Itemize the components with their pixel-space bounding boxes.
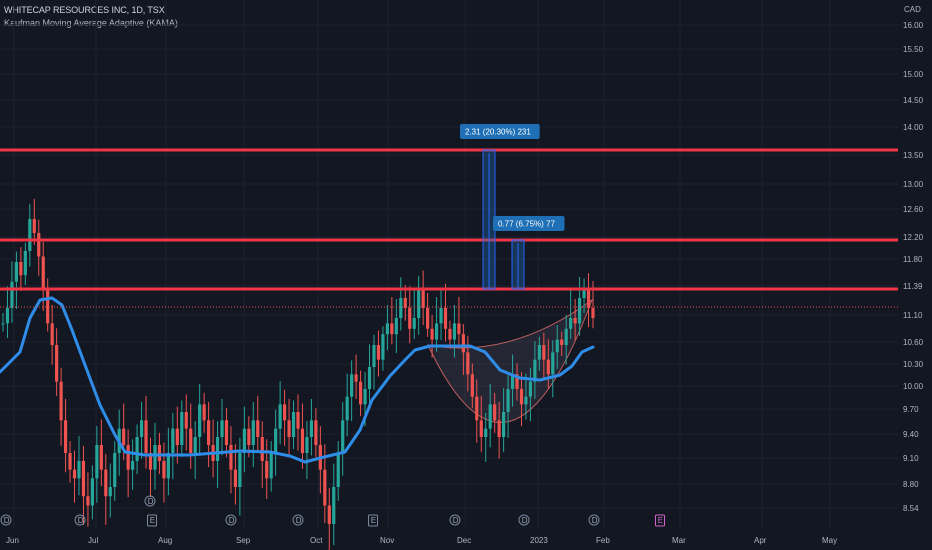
time-tick: Feb [596, 536, 610, 545]
price-tick: 9.70 [903, 405, 919, 414]
dividend-marker [449, 514, 461, 526]
time-tick: Jun [6, 536, 19, 545]
dividend-marker [0, 514, 12, 526]
price-tick: 11.39 [903, 282, 923, 291]
price-tick: 11.80 [903, 255, 923, 264]
event-letter: D [592, 516, 598, 525]
price-tick: 15.50 [903, 45, 924, 54]
measure-tools[interactable]: 2.31 (20.30%) 231 0.77 (6.75%) 77 [460, 124, 565, 290]
event-letter: D [522, 516, 528, 525]
kama-line [0, 296, 595, 464]
time-tick: May [822, 536, 837, 545]
event-letter: D [229, 516, 235, 525]
indicator-label: Kaufman Moving Average Adaptive (KAMA) [4, 18, 178, 28]
measure-label-box [493, 216, 565, 231]
chart-title: WHITECAP RESOURCES INC, 1D, TSX [4, 5, 165, 15]
price-tick: 8.54 [903, 504, 919, 513]
time-tick: Sep [236, 536, 251, 545]
event-letter: E [658, 516, 663, 525]
currency-label: CAD [904, 5, 921, 14]
price-tick: 12.60 [903, 205, 924, 214]
time-tick: Mar [672, 536, 686, 545]
measure-label-box [460, 124, 540, 139]
event-letter: D [78, 516, 84, 525]
earnings-marker [655, 514, 665, 527]
time-tick: Apr [754, 536, 767, 545]
event-letter: D [148, 497, 154, 506]
price-axis[interactable]: CAD 16.00 15.50 15.00 14.50 14.00 13.50 13.00 12… [898, 0, 932, 530]
grid [0, 0, 898, 530]
time-tick: Aug [158, 536, 172, 545]
price-tick: 13.50 [903, 151, 924, 160]
price-tick: 11.10 [903, 311, 923, 320]
dividend-marker [292, 514, 304, 526]
time-axis[interactable]: Jun Jul Aug Sep Oct Nov Dec 2023 Feb Mar Apr May [6, 536, 837, 545]
price-tick: 13.00 [903, 180, 924, 189]
price-tick: 10.30 [903, 360, 924, 369]
time-tick: Nov [380, 536, 394, 545]
price-tick: 9.40 [903, 430, 919, 439]
price-tick: 16.00 [903, 21, 924, 30]
event-letter: D [453, 516, 459, 525]
dividend-marker [144, 495, 156, 507]
dividend-marker [518, 514, 530, 526]
dividend-marker [225, 514, 237, 526]
price-tick: 10.60 [903, 338, 924, 347]
time-tick: 2023 [530, 536, 548, 545]
cup-pattern [427, 298, 594, 423]
time-tick: Dec [457, 536, 471, 545]
time-tick: Oct [310, 536, 323, 545]
price-tick: 8.80 [903, 480, 919, 489]
measure-label: 0.77 (6.75%) 77 [498, 220, 555, 229]
price-tick: 15.00 [903, 70, 924, 79]
event-markers: D D E D D E D D D E D [0, 495, 665, 527]
earnings-marker [368, 514, 378, 527]
event-letter: E [371, 516, 376, 525]
event-letter: D [4, 516, 10, 525]
earnings-marker [147, 514, 157, 527]
price-tick: 9.10 [903, 454, 919, 463]
event-letter: D [296, 516, 302, 525]
event-letter: E [150, 516, 155, 525]
time-tick: Jul [88, 536, 98, 545]
dividend-marker [588, 514, 600, 526]
price-tick: 12.20 [903, 233, 924, 242]
measure-label: 2.31 (20.30%) 231 [465, 128, 531, 137]
candles [1, 198, 595, 550]
price-tick: 14.50 [903, 96, 924, 105]
price-tick: 10.00 [903, 382, 924, 391]
cup-arc [427, 298, 594, 423]
dividend-marker [74, 514, 86, 526]
price-tick: 14.00 [903, 123, 924, 132]
